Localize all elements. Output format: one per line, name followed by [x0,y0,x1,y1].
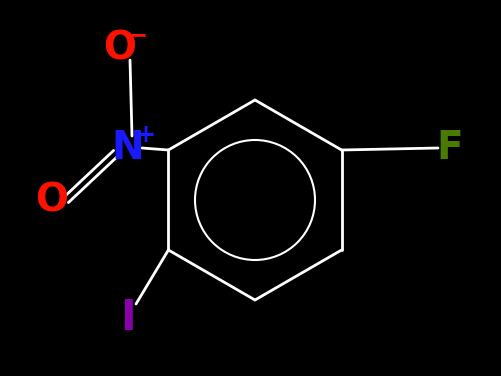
Text: I: I [120,297,136,339]
Text: F: F [437,129,463,167]
Text: N: N [112,129,144,167]
Text: O: O [36,181,69,219]
Text: O: O [104,29,136,67]
Text: +: + [135,123,155,147]
Text: −: − [127,23,147,47]
